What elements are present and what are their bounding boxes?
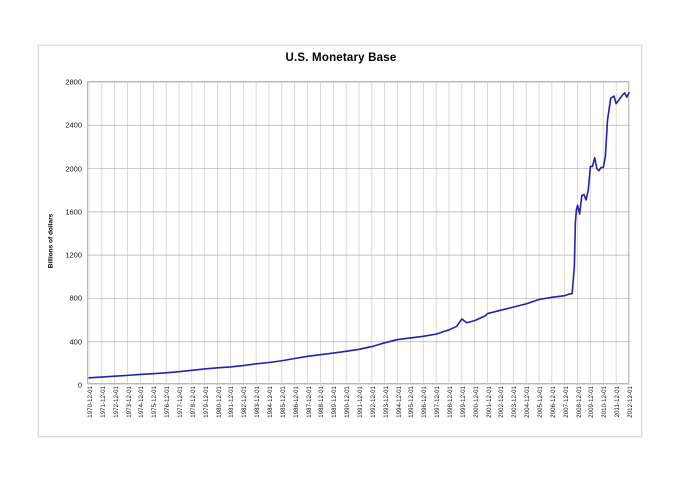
x-axis-tick-label: 2007-12-01 <box>563 386 570 418</box>
x-axis-tick-label: 2001-12-01 <box>486 386 493 418</box>
y-axis-tick-label: 2000 <box>65 164 82 174</box>
x-axis-tick-label: 2012-12-01 <box>628 386 634 418</box>
x-axis-tick-label: 2005-12-01 <box>538 386 544 418</box>
x-axis-tick-label: 1980-12-01 <box>216 386 223 418</box>
x-axis-tick-label: 1990-12-01 <box>345 386 352 418</box>
x-axis-tick-label: 2011-12-01 <box>615 386 622 418</box>
x-axis-tick-label: 1984-12-01 <box>268 386 274 418</box>
x-axis-tick-label: 1973-12-01 <box>126 386 133 418</box>
x-axis-tick-label: 1971-12-01 <box>100 386 107 418</box>
x-axis-tick-label: 1993-12-01 <box>383 386 390 418</box>
x-axis-tick-label: 2003-12-01 <box>512 386 519 418</box>
monetary-base-line <box>88 92 630 379</box>
x-axis-tick-label: 2006-12-01 <box>550 386 557 418</box>
x-axis-tick-label: 1987-12-01 <box>306 386 313 418</box>
x-axis-tick-label: 1981-12-01 <box>229 386 236 418</box>
y-axis-tick-label: 1200 <box>65 250 82 260</box>
x-axis-tick-label: 2004-12-01 <box>525 386 532 418</box>
y-axis-tick-label: 2800 <box>65 77 82 87</box>
x-axis-tick-label: 2008-12-01 <box>576 386 583 418</box>
x-axis-tick-label: 1976-12-01 <box>165 386 172 418</box>
x-axis-ticks: 1970-12-01 1971-12-01 1972-12-01 1973-12-01… <box>87 384 634 444</box>
x-axis-tick-label: 1988-12-01 <box>319 386 326 418</box>
x-axis-tick-label: 2010-12-01 <box>602 386 609 418</box>
x-axis-tick-label: 1982-12-01 <box>242 386 249 418</box>
x-axis-tick-label: 1979-12-01 <box>203 386 210 418</box>
chart-canvas <box>88 82 630 385</box>
x-axis-tick-label: 1995-12-01 <box>409 386 416 418</box>
y-axis-tick-label: 400 <box>69 337 82 347</box>
vertical-gridlines <box>88 82 630 385</box>
x-axis-tick-label: 1972-12-01 <box>113 386 120 418</box>
x-axis-tick-label: 1985-12-01 <box>280 386 287 418</box>
x-axis-tick-label: 1989-12-01 <box>332 386 339 418</box>
y-axis-tick-label: 800 <box>69 293 82 303</box>
plot-area: 0 400 800 1200 1600 2000 2400 2800 <box>65 78 630 390</box>
x-axis-tick-label: 1994-12-01 <box>396 386 403 418</box>
x-axis-tick-label: 1998-12-01 <box>448 386 454 418</box>
x-axis-tick-label: 1996-12-01 <box>422 386 429 418</box>
y-axis-tick-label: 1600 <box>65 207 82 217</box>
chart-title: U.S. Monetary Base <box>285 52 397 64</box>
x-axis-tick-label: 2009-12-01 <box>589 386 596 418</box>
x-axis-tick-label: 1986-12-01 <box>293 386 300 418</box>
x-axis-tick-label: 1975-12-01 <box>152 386 159 418</box>
x-axis-tick-label: 1992-12-01 <box>370 386 377 418</box>
x-axis-tick-label: 1991-12-01 <box>358 386 364 418</box>
x-axis-tick-label: 1999-12-01 <box>460 386 467 418</box>
horizontal-gridlines <box>88 82 630 385</box>
x-axis-tick-label: 1978-12-01 <box>190 386 197 418</box>
y-axis-title: Billions of dollars <box>47 213 55 269</box>
x-axis-tick-label: 1977-12-01 <box>178 386 184 418</box>
y-axis-tick-label: 2400 <box>65 120 82 130</box>
chart-frame: U.S. Monetary Base Billions of dollars 0… <box>38 45 642 437</box>
x-axis-tick-label: 1997-12-01 <box>435 386 442 418</box>
y-axis-tick-label: 0 <box>77 380 82 390</box>
x-axis-tick-label: 2002-12-01 <box>499 386 506 418</box>
x-axis-tick-label: 2000-12-01 <box>473 386 480 418</box>
x-axis-tick-label: 1974-12-01 <box>139 386 146 418</box>
x-axis-tick-label: 1970-12-01 <box>88 386 94 418</box>
x-axis-tick-label: 1983-12-01 <box>255 386 262 418</box>
